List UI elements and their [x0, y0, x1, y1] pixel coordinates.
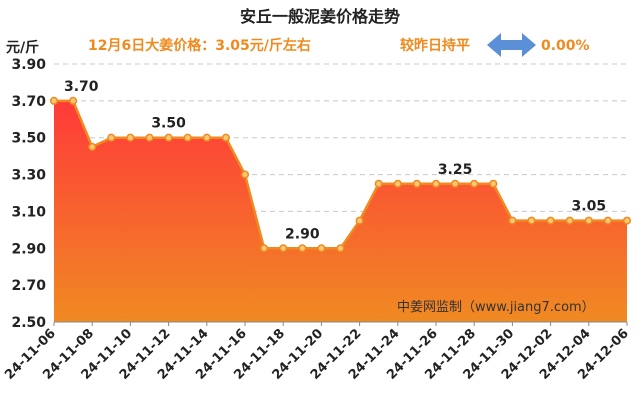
data-point: [88, 142, 97, 151]
y-tick-label: 3.50: [11, 131, 46, 147]
data-point: [298, 244, 307, 253]
y-tick-label: 2.90: [11, 241, 46, 257]
data-point: [431, 179, 441, 188]
price-note: 12月6日大姜价格：3.05元/斤左右: [88, 37, 311, 54]
y-axis-ticks: 2.50 2.70 2.90 3.10 3.30 3.50 3.70 3.90: [11, 57, 46, 331]
data-point: [164, 133, 173, 142]
data-point: [260, 244, 269, 253]
change-percent: 0.00%: [541, 38, 590, 54]
x-axis-ticks: 24-11-0624-11-0824-11-1024-11-1224-11-14…: [2, 322, 632, 383]
data-point: [126, 133, 135, 142]
data-point: [183, 133, 192, 142]
data-point: [565, 216, 574, 225]
chart-title: 安丘一般泥姜价格走势: [240, 7, 400, 26]
data-point: [546, 216, 555, 225]
data-point: [603, 216, 612, 225]
data-labels: 3.70 3.50 2.90 3.25 3.05: [64, 79, 606, 242]
data-label: 3.50: [151, 116, 186, 132]
data-point: [374, 179, 383, 188]
watermark-text: 中姜网监制（www.jiang7.com）: [397, 300, 595, 315]
data-label: 3.25: [438, 162, 473, 178]
y-tick-label: 3.90: [11, 57, 46, 73]
data-point: [412, 179, 421, 188]
price-area: [54, 100, 627, 323]
data-points: [49, 96, 632, 253]
data-point: [508, 216, 517, 225]
y-tick-label: 2.50: [11, 315, 46, 331]
data-point: [317, 244, 326, 253]
data-point: [240, 170, 250, 179]
data-point: [393, 179, 402, 188]
data-point: [69, 96, 78, 105]
y-tick-label: 2.70: [11, 278, 46, 294]
compare-label: 较昨日持平: [400, 37, 470, 54]
y-tick-label: 3.10: [11, 204, 46, 220]
data-point: [451, 179, 460, 188]
y-tick-label: 3.70: [11, 94, 46, 110]
data-label: 2.90: [285, 226, 320, 242]
y-axis-unit: 元/斤: [6, 39, 39, 56]
data-point: [489, 179, 498, 188]
data-label: 3.05: [572, 199, 607, 215]
data-point: [336, 244, 345, 253]
data-point: [279, 244, 288, 253]
data-point: [470, 179, 479, 188]
data-point: [221, 133, 230, 142]
data-point: [202, 133, 211, 142]
data-point: [145, 133, 154, 142]
y-tick-label: 3.30: [11, 168, 46, 184]
data-point: [49, 96, 59, 105]
data-point: [107, 133, 116, 142]
data-point: [622, 216, 632, 225]
data-point: [355, 216, 364, 225]
data-label: 3.70: [64, 79, 99, 95]
data-point: [527, 216, 536, 225]
double-arrow-icon: [487, 33, 536, 57]
data-point: [584, 216, 593, 225]
